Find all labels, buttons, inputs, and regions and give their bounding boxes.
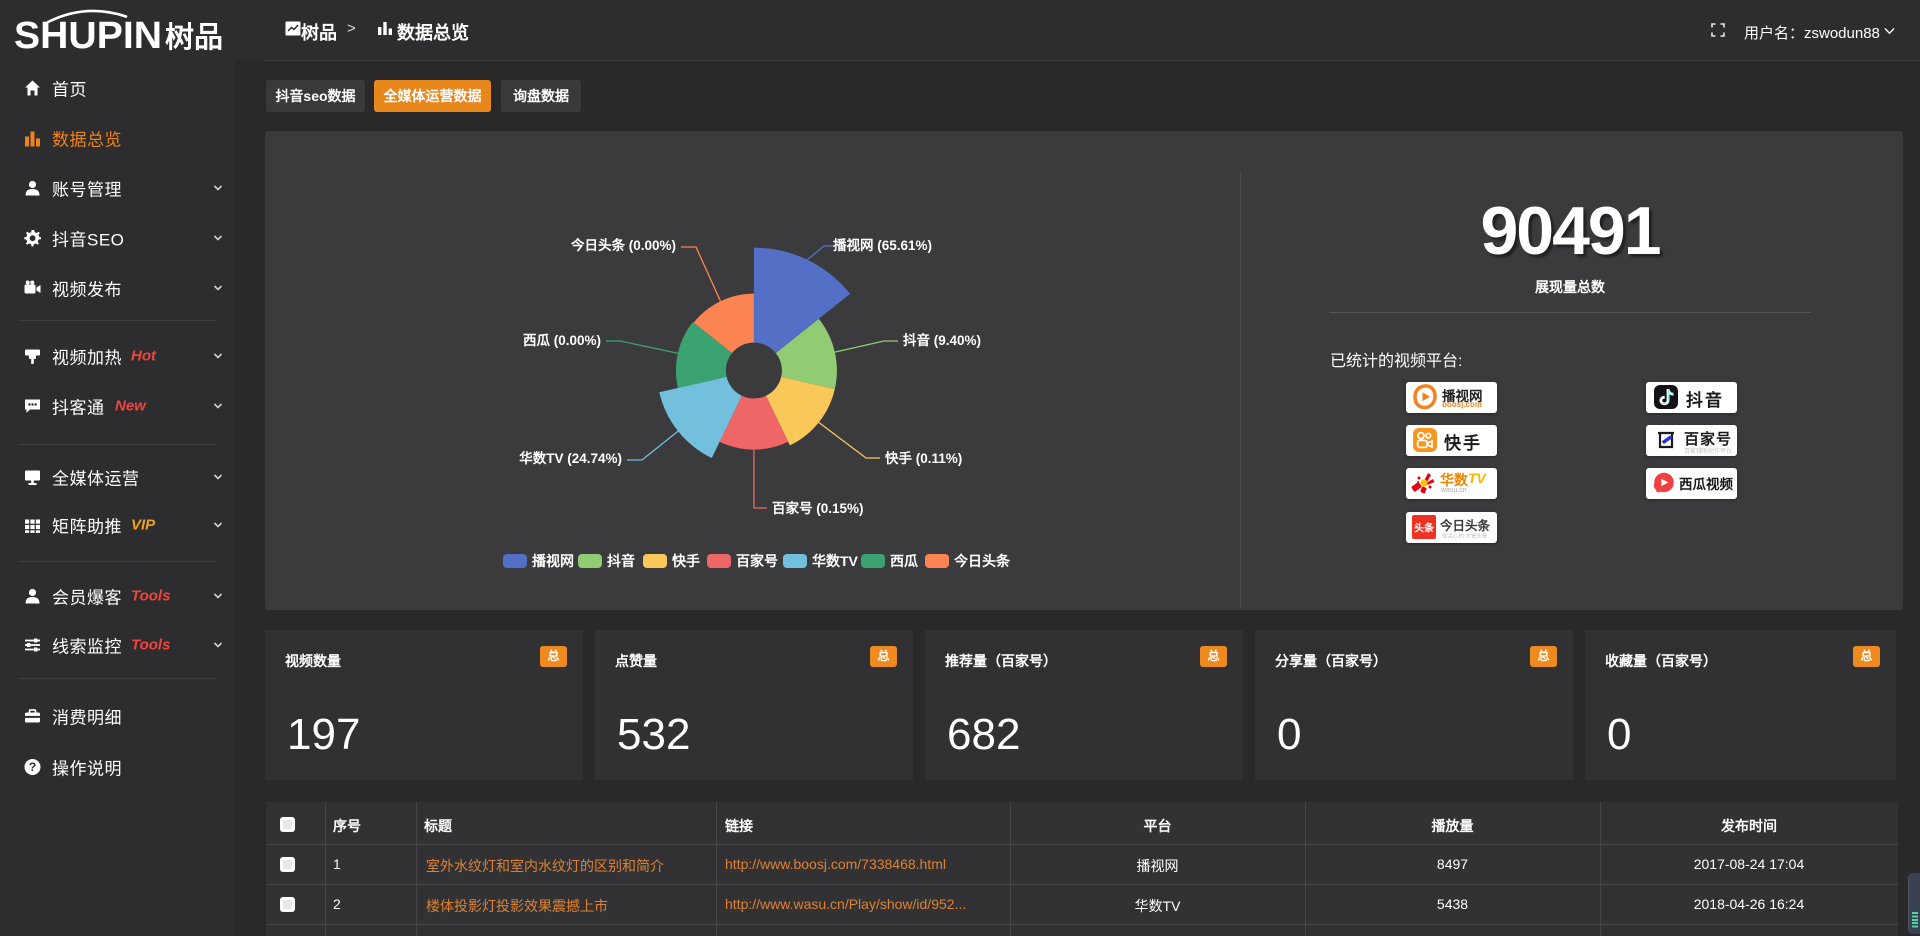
svg-text:?: ? xyxy=(29,760,36,774)
svg-text:快手 (0.11%): 快手 (0.11%) xyxy=(885,450,962,466)
svg-text:树品: 树品 xyxy=(165,21,223,54)
svg-text:今日头条: 今日头条 xyxy=(953,553,1011,569)
svg-text:快手: 快手 xyxy=(672,553,700,569)
svg-text:播视网: 播视网 xyxy=(532,553,574,569)
svg-text:西瓜 (0.00%): 西瓜 (0.00%) xyxy=(523,333,601,348)
svg-text:抖音: 抖音 xyxy=(607,553,635,569)
svg-text:西瓜: 西瓜 xyxy=(890,553,918,569)
svg-text:华数TV (24.74%): 华数TV (24.74%) xyxy=(519,450,622,466)
svg-text:百家号 (0.15%): 百家号 (0.15%) xyxy=(772,500,864,516)
svg-text:百家号: 百家号 xyxy=(736,553,778,569)
svg-text:头条: 头条 xyxy=(1414,522,1435,535)
svg-text:播视网 (65.61%): 播视网 (65.61%) xyxy=(833,237,932,253)
svg-text:今日头条 (0.00%): 今日头条 (0.00%) xyxy=(571,237,676,253)
svg-text:抖音 (9.40%): 抖音 (9.40%) xyxy=(903,332,981,348)
svg-text:华数TV: 华数TV xyxy=(812,553,859,569)
svg-text:SHUPIN: SHUPIN xyxy=(14,15,162,57)
